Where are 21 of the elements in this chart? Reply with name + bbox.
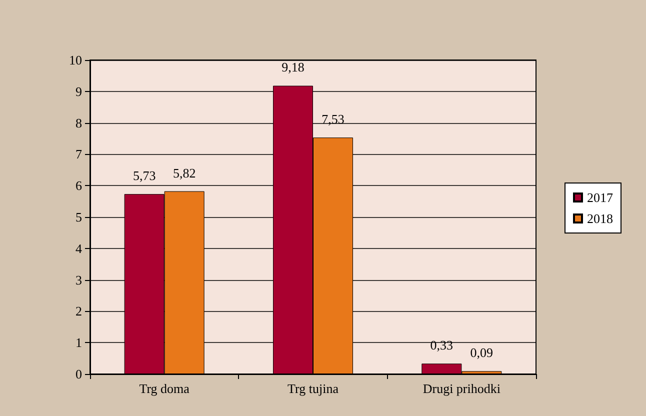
- legend-label: 2017: [587, 190, 614, 205]
- data-label: 0,09: [470, 345, 494, 360]
- y-tick-label: 9: [76, 84, 82, 99]
- y-tick-label: 6: [76, 178, 82, 194]
- y-tick-label: 0: [76, 366, 82, 382]
- y-tick-label: 5: [76, 210, 82, 224]
- y-tick-label: 1: [76, 335, 82, 350]
- y-tick-label: 2: [76, 304, 82, 319]
- x-tick-label: Drugi prihodki: [422, 381, 501, 396]
- y-tick-label: 7: [76, 146, 82, 162]
- x-tick-label: Trg tujina: [288, 381, 339, 396]
- data-label: 5,73: [132, 168, 156, 184]
- y-tick-label: 4: [76, 240, 82, 256]
- y-tick-label: 8: [76, 115, 82, 130]
- y-tick-label: 10: [69, 52, 82, 68]
- x-tick-label: Trg doma: [139, 381, 190, 396]
- data-label: 5,82: [172, 165, 196, 180]
- data-label: 9,18: [282, 60, 304, 75]
- y-tick-label: 3: [76, 272, 82, 288]
- legend-label: 2018: [587, 211, 613, 226]
- data-label: 7,53: [322, 112, 344, 127]
